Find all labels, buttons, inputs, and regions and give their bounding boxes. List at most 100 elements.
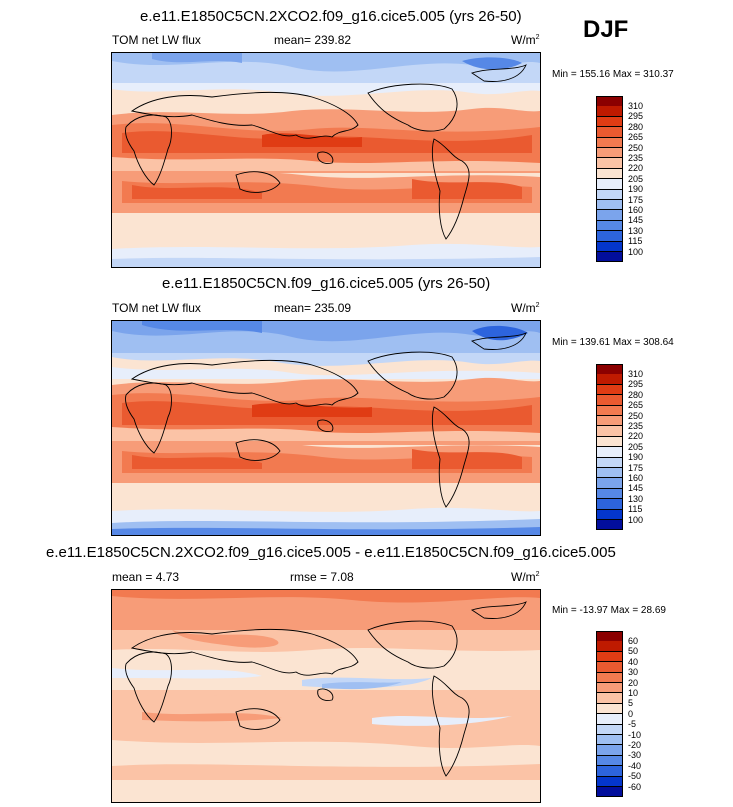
colorbar-swatch — [596, 374, 623, 385]
colorbar-tick-label: 40 — [628, 656, 639, 667]
colorbar-swatch — [596, 520, 623, 531]
colorbar-swatch — [596, 426, 623, 437]
panel-2-variable-label: TOM net LW flux — [112, 301, 201, 315]
colorbar-tick-label: 220 — [628, 163, 644, 174]
panel-2-contour-field — [112, 321, 540, 535]
panel-1-coastlines — [125, 64, 527, 240]
colorbar-swatch — [596, 447, 623, 458]
colorbar-swatch — [596, 200, 623, 211]
panel-1-mean-label: mean= 239.82 — [274, 33, 352, 47]
panel-3-mean-label: mean = 4.73 — [112, 570, 180, 584]
colorbar-tick-label: 190 — [628, 452, 644, 463]
colorbar-tick-label: 115 — [628, 236, 643, 247]
panel-2-title: e.e11.E1850C5CN.f09_g16.cice5.005 (yrs 2… — [162, 275, 491, 292]
colorbar-tick-label: 250 — [628, 410, 644, 421]
colorbar-tick-label: 190 — [628, 184, 644, 195]
colorbar-swatch — [596, 693, 623, 704]
colorbar-tick-label: 100 — [628, 514, 644, 525]
panel-3-title: e.e11.E1850C5CN.2XCO2.f09_g16.cice5.005 … — [46, 544, 616, 561]
colorbar-tick-label: 295 — [628, 379, 644, 390]
panel-3-rmse-label: rmse = 7.08 — [290, 570, 354, 584]
colorbar-swatch — [596, 509, 623, 520]
colorbar-swatch — [596, 735, 623, 746]
season-label: DJF — [583, 16, 629, 43]
colorbar-swatch — [596, 148, 623, 159]
colorbar-tick-label: 265 — [628, 132, 644, 143]
colorbar-tick-label: 60 — [628, 635, 639, 646]
colorbar-swatch — [596, 478, 623, 489]
colorbar-tick-label: 205 — [628, 441, 644, 452]
colorbar-tick-label: -40 — [628, 760, 642, 771]
panel-2-mean-label: mean= 235.09 — [274, 301, 352, 315]
colorbar-swatch — [596, 405, 623, 416]
colorbar-tick-label: 235 — [628, 152, 644, 163]
colorbar-swatch — [596, 395, 623, 406]
colorbar-tick-label: -60 — [628, 781, 642, 792]
colorbar-tick-label: 100 — [628, 246, 644, 257]
colorbar-swatch — [596, 457, 623, 468]
colorbar-tick-label: 30 — [628, 667, 639, 678]
colorbar-tick-label: 145 — [628, 483, 644, 494]
colorbar-swatch — [596, 641, 623, 652]
colorbar-tick-label: -5 — [628, 719, 637, 730]
colorbar-swatch — [596, 220, 623, 232]
colorbar-tick-label: -50 — [628, 771, 642, 782]
colorbar-swatch — [596, 106, 623, 117]
colorbar-tick-label: 0 — [628, 708, 634, 719]
panel-3-contour-field — [112, 590, 540, 802]
colorbar-swatch — [596, 384, 623, 396]
colorbar-tick-label: 10 — [628, 687, 639, 698]
colorbar-swatch — [596, 776, 623, 787]
panel-2-colorbar: 310 295 280 265 250 235 220 205 190 175 160 145 130 1… — [596, 364, 656, 534]
colorbar-swatch — [596, 787, 623, 798]
colorbar-swatch — [596, 179, 623, 190]
colorbar-swatch — [596, 745, 623, 756]
colorbar-swatch — [596, 672, 623, 683]
colorbar-tick-label: 265 — [628, 400, 644, 411]
colorbar-tick-label: 310 — [628, 368, 644, 379]
panel-2-map — [111, 320, 541, 536]
panel-3-units: W/m2 — [511, 570, 540, 584]
colorbar-tick-label: 220 — [628, 431, 644, 442]
colorbar-tick-label: 130 — [628, 225, 644, 236]
panel-3-minmax: Min = -13.97 Max = 28.69 — [552, 605, 666, 616]
colorbar-swatch — [596, 231, 623, 242]
colorbar-swatch — [596, 651, 623, 663]
colorbar-tick-label: 175 — [628, 462, 644, 473]
colorbar-swatch — [596, 210, 623, 221]
colorbar-swatch — [596, 241, 623, 252]
panel-1-units: W/m2 — [511, 33, 540, 47]
panel-1-variable-label: TOM net LW flux — [112, 33, 201, 47]
colorbar-swatch — [596, 755, 623, 767]
panel-3-coastlines — [125, 601, 527, 777]
colorbar-tick-label: 50 — [628, 646, 639, 657]
colorbar-tick-label: 205 — [628, 173, 644, 184]
colorbar-tick-label: 310 — [628, 100, 644, 111]
colorbar-tick-label: 5 — [628, 698, 634, 709]
colorbar-swatch — [596, 137, 623, 148]
panel-2-minmax: Min = 139.61 Max = 308.64 — [552, 337, 674, 348]
colorbar-swatch — [596, 436, 623, 448]
colorbar-swatch — [596, 488, 623, 500]
colorbar-swatch — [596, 158, 623, 169]
colorbar-tick-label: 280 — [628, 121, 644, 132]
colorbar-tick-label: 235 — [628, 420, 644, 431]
colorbar-tick-label: 115 — [628, 504, 643, 515]
colorbar-tick-label: 160 — [628, 472, 644, 483]
colorbar-swatch — [596, 189, 623, 200]
panel-1-map — [111, 52, 541, 268]
colorbar-swatch — [596, 662, 623, 673]
colorbar-tick-label: 175 — [628, 194, 644, 205]
colorbar-tick-label: 280 — [628, 389, 644, 400]
colorbar-tick-label: 130 — [628, 493, 644, 504]
colorbar-swatch — [596, 468, 623, 479]
colorbar-swatch — [596, 499, 623, 510]
colorbar-swatch — [596, 416, 623, 427]
panel-1-minmax: Min = 155.16 Max = 310.37 — [552, 69, 674, 80]
panel-1-contour-field — [112, 53, 540, 267]
colorbar-tick-label: 145 — [628, 215, 644, 226]
panel-1-title: e.e11.E1850C5CN.2XCO2.f09_g16.cice5.005 … — [140, 8, 522, 25]
colorbar-swatch — [596, 724, 623, 735]
colorbar-tick-label: 20 — [628, 677, 639, 688]
colorbar-tick-label: 250 — [628, 142, 644, 153]
